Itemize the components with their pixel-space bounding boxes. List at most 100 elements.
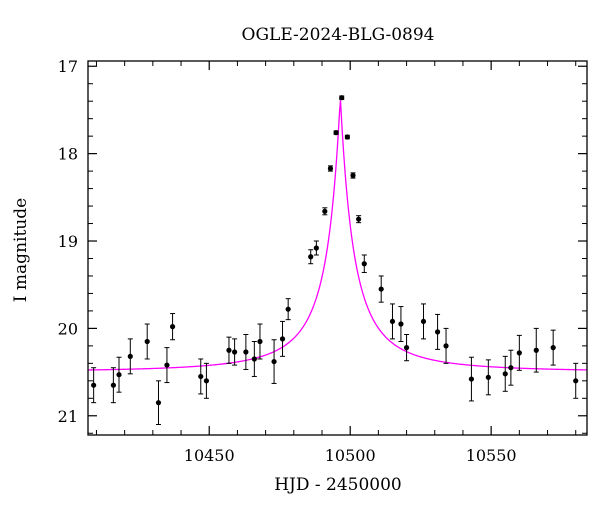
data-point xyxy=(322,207,328,216)
x-tick-label: 10500 xyxy=(325,446,376,465)
data-point xyxy=(164,347,170,384)
y-axis-label: I magnitude xyxy=(11,198,31,302)
point-marker xyxy=(327,165,334,172)
point-marker xyxy=(361,261,367,267)
point-marker xyxy=(333,130,339,136)
y-tick-label: 20 xyxy=(58,319,78,338)
axis-ticks-layer: 10450 10500 10550 17 18 19 20 21 xyxy=(58,57,587,465)
data-point xyxy=(443,327,449,364)
point-marker xyxy=(468,376,475,382)
data-point xyxy=(533,327,539,373)
data-point xyxy=(516,334,522,371)
point-marker xyxy=(322,208,328,214)
data-point xyxy=(271,339,277,384)
point-marker xyxy=(308,254,314,260)
data-point xyxy=(91,367,97,404)
data-point xyxy=(339,95,345,101)
point-marker xyxy=(110,382,116,388)
point-marker xyxy=(116,372,122,378)
y-tick-label: 19 xyxy=(58,232,78,251)
point-marker xyxy=(198,373,204,380)
data-point xyxy=(468,356,475,402)
point-marker xyxy=(573,378,579,384)
point-marker xyxy=(169,324,176,330)
point-marker xyxy=(271,358,277,365)
data-point xyxy=(434,313,441,350)
data-point xyxy=(308,249,314,265)
data-point xyxy=(116,356,122,393)
data-point xyxy=(198,358,204,395)
point-marker xyxy=(339,95,345,101)
x-axis-label: HJD - 2450000 xyxy=(274,475,402,495)
point-marker xyxy=(403,345,410,351)
chart-title: OGLE-2024-BLG-0894 xyxy=(242,25,435,45)
data-point xyxy=(403,334,410,362)
point-marker xyxy=(285,306,291,312)
data-point xyxy=(243,334,249,370)
data-point xyxy=(257,323,263,360)
point-marker xyxy=(533,347,539,353)
x-tick-label: 10550 xyxy=(466,446,517,465)
data-point xyxy=(155,380,162,426)
y-tick-label: 21 xyxy=(58,407,78,426)
model-curve xyxy=(87,100,588,371)
point-marker xyxy=(443,343,449,349)
data-point xyxy=(361,254,367,273)
data-points-layer xyxy=(91,95,579,426)
data-point xyxy=(285,298,291,321)
data-point xyxy=(327,165,334,172)
point-marker xyxy=(550,345,556,351)
data-point xyxy=(144,323,150,360)
data-point xyxy=(344,134,350,140)
data-point xyxy=(502,355,508,392)
data-point xyxy=(378,275,384,303)
point-marker xyxy=(508,365,514,371)
y-tick-label: 17 xyxy=(58,57,78,76)
data-point xyxy=(169,313,176,341)
data-point xyxy=(508,349,514,386)
point-marker xyxy=(127,353,133,359)
point-marker xyxy=(279,336,286,342)
point-marker xyxy=(144,338,150,345)
data-point xyxy=(226,336,232,364)
point-marker xyxy=(155,400,162,406)
point-marker xyxy=(356,216,362,222)
point-marker xyxy=(226,347,232,353)
model-curve-layer xyxy=(87,100,588,371)
data-point xyxy=(350,172,356,179)
point-marker xyxy=(313,245,319,251)
point-marker xyxy=(434,329,441,335)
point-marker xyxy=(398,321,404,327)
point-marker xyxy=(257,338,263,345)
data-point xyxy=(313,240,319,256)
data-point xyxy=(110,367,116,404)
data-point xyxy=(550,329,556,366)
data-point xyxy=(231,338,238,366)
x-tick-label: 10450 xyxy=(184,446,235,465)
point-marker xyxy=(350,172,356,179)
data-point xyxy=(485,359,491,396)
data-point xyxy=(389,303,396,340)
y-tick-label: 18 xyxy=(58,145,78,164)
point-marker xyxy=(203,378,210,384)
data-point xyxy=(203,362,210,399)
point-marker xyxy=(243,349,249,355)
data-point xyxy=(279,320,286,357)
point-marker xyxy=(378,286,384,292)
point-marker xyxy=(231,349,238,355)
point-marker xyxy=(91,382,97,388)
point-marker xyxy=(251,356,257,362)
plot-frame xyxy=(87,60,588,436)
point-marker xyxy=(502,371,508,377)
data-point xyxy=(251,341,257,377)
data-point xyxy=(127,338,133,375)
data-point xyxy=(398,306,404,342)
point-marker xyxy=(389,318,396,325)
data-point xyxy=(356,215,362,224)
point-marker xyxy=(485,374,491,380)
point-marker xyxy=(420,318,427,325)
point-marker xyxy=(344,134,350,140)
data-point xyxy=(573,362,579,399)
point-marker xyxy=(516,350,522,356)
